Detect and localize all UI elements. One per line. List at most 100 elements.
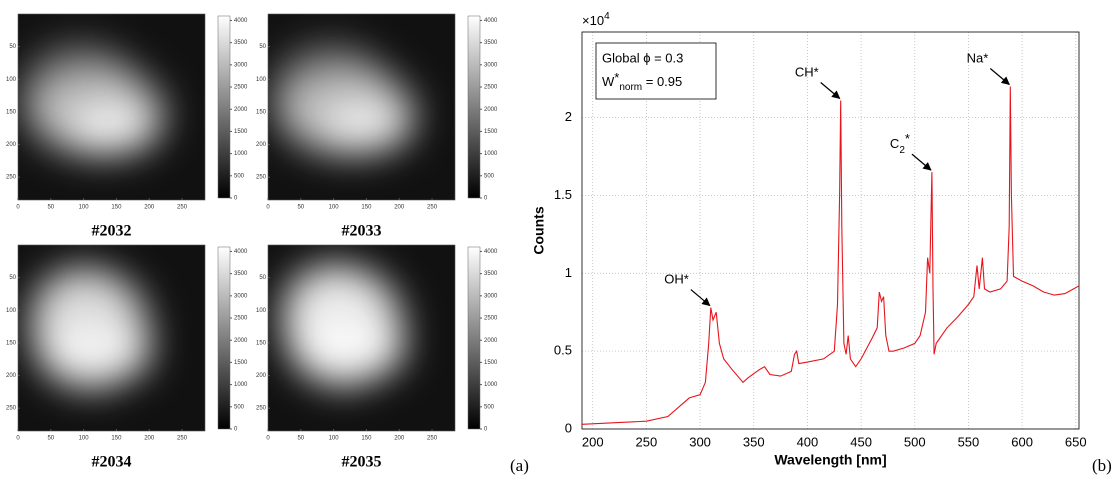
box-line2: W*norm = 0.95: [602, 70, 682, 92]
image-frame: [267, 244, 456, 432]
x-tick-label: 100: [79, 205, 90, 211]
y-tick-label: 150: [6, 109, 17, 115]
x-tick-label: 150: [361, 205, 372, 211]
annotation-sub: 2: [899, 145, 905, 156]
colorbar-tick-label: 2500: [234, 85, 248, 91]
y-tick-label: 100: [6, 77, 17, 83]
annotation-arrow: [820, 82, 841, 100]
colorbar-tick-label: 3000: [484, 293, 498, 299]
colorbar-tick-label: 2500: [484, 316, 498, 322]
colorbar-tick-label: 500: [484, 404, 495, 410]
x-tick-label: 100: [79, 436, 90, 442]
glow: [68, 103, 159, 154]
colorbar-tick-label: 0: [484, 196, 488, 202]
colorbar-tick-label: 4000: [484, 249, 498, 255]
colorbar-tick-label: 500: [484, 173, 495, 179]
image-content: [30, 265, 152, 390]
colorbar: [217, 15, 231, 199]
colorbar-tick-label: 2000: [484, 338, 498, 344]
colorbar-tick-label: 4000: [234, 18, 248, 24]
glow: [295, 319, 406, 380]
x-tick-label: 100: [329, 205, 340, 211]
panel-label: (b): [1092, 456, 1112, 475]
y-tick-label: 50: [259, 275, 266, 281]
y-tick-label: 250: [6, 175, 17, 181]
y-tick-label: 150: [256, 109, 267, 115]
y-tick-label: 50: [9, 44, 16, 50]
x-tick-label: 0: [266, 436, 270, 442]
image-frame: [267, 13, 456, 201]
colorbar: [467, 15, 481, 199]
y-multiplier: ×104: [582, 11, 610, 29]
info-box: [595, 42, 717, 100]
y-axis-label: Counts: [531, 206, 547, 254]
y-tick-label: 250: [256, 406, 267, 412]
colorbar: [467, 246, 481, 430]
plot-frame: [581, 31, 1080, 430]
image-label: #2033: [342, 223, 382, 240]
colorbar-tick-label: 0: [234, 196, 238, 202]
y-tick-label: 50: [259, 44, 266, 50]
colorbar-tick-label: 1000: [234, 382, 248, 388]
colorbar-tick-label: 3500: [484, 271, 498, 277]
colorbar-tick-label: 500: [234, 404, 245, 410]
x-tick-label: 250: [427, 205, 438, 211]
y-tick-label: 100: [6, 308, 17, 314]
image-label: #2034: [92, 454, 132, 471]
x-tick-label: 300: [689, 434, 711, 449]
colorbar-tick-label: 2500: [484, 85, 498, 91]
annotation-text: Na*: [967, 51, 989, 66]
y-tick-label: 250: [256, 175, 267, 181]
x-tick-label: 0: [16, 436, 20, 442]
glow: [41, 322, 152, 383]
spectrum-line: [581, 86, 1080, 425]
box-w-sup: *: [614, 70, 619, 85]
image-content: [280, 262, 406, 387]
image-panel: 0 50 100 150 200 2505010015020025005001000150…: [6, 244, 248, 471]
x-tick-label: 50: [47, 436, 54, 442]
x-tick-label: 50: [47, 205, 54, 211]
annotation-arrow: [911, 153, 932, 171]
y-tick-label: 1: [565, 265, 572, 280]
box-w-sub: norm: [619, 82, 642, 93]
annotation-text: CH*: [795, 65, 819, 80]
x-tick-label: 200: [144, 436, 155, 442]
annotation: CH*: [795, 65, 819, 80]
colorbar-tick-label: 3000: [234, 62, 248, 68]
y-tick-label: 200: [6, 142, 17, 148]
panel-label: (a): [510, 456, 529, 475]
image-panel: 0 50 100 150 200 2505010015020025005001000150…: [6, 13, 248, 240]
x-axis-label: Wavelength [nm]: [774, 452, 886, 468]
x-tick-label: 350: [743, 434, 765, 449]
box-line1: Global ϕ = 0.3: [602, 50, 683, 65]
x-tick-label: 0: [16, 205, 20, 211]
y-tick-label: 1.5: [554, 187, 572, 202]
x-tick-label: 250: [177, 205, 188, 211]
colorbar-tick-label: 1500: [234, 360, 248, 366]
x-tick-label: 200: [394, 205, 405, 211]
x-tick-label: 250: [636, 434, 658, 449]
annotation-arrow: [989, 68, 1010, 86]
annotation: Na*: [967, 51, 989, 66]
colorbar-tick-label: 1000: [234, 151, 248, 157]
multiplier-base: ×10: [582, 13, 604, 28]
colorbar-tick-label: 3500: [484, 40, 498, 46]
x-tick-label: 600: [1011, 434, 1033, 449]
y-tick-label: 0: [565, 420, 572, 435]
colorbar-tick-label: 1500: [484, 360, 498, 366]
colorbar-tick-label: 1000: [484, 382, 498, 388]
image-panel: 0 50 100 150 200 2505010015020025005001000150…: [256, 13, 498, 240]
annotation-text: OH*: [664, 272, 689, 287]
colorbar-tick-label: 2000: [484, 107, 498, 113]
glow: [321, 101, 412, 152]
x-tick-label: 550: [958, 434, 980, 449]
x-tick-label: 100: [329, 436, 340, 442]
annotation: OH*: [664, 272, 689, 287]
y-tick-label: 150: [6, 340, 17, 346]
colorbar-tick-label: 1500: [484, 129, 498, 135]
y-tick-label: 100: [256, 308, 267, 314]
y-tick-label: 250: [6, 406, 17, 412]
colorbar-tick-label: 3500: [234, 40, 248, 46]
y-tick-label: 100: [256, 77, 267, 83]
